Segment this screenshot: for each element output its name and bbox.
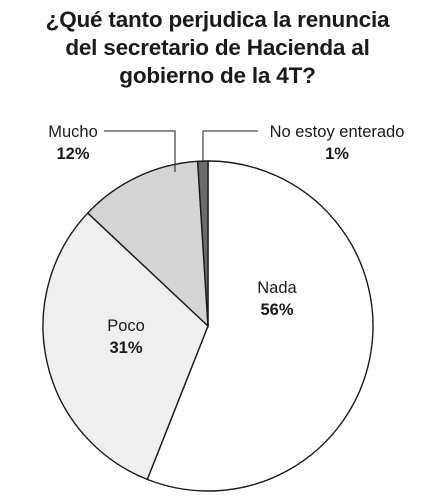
slice-value-poco: 31% xyxy=(109,339,142,357)
slice-label-mucho: Mucho xyxy=(48,123,98,141)
pie-slice-poco xyxy=(42,212,209,481)
slice-value-nada: 56% xyxy=(260,301,293,319)
pie-slice-nada xyxy=(146,160,374,492)
leader-line-mucho xyxy=(104,130,176,172)
pie-slice-mucho xyxy=(86,160,209,328)
slice-label-poco: Poco xyxy=(107,317,145,335)
slice-value-mucho: 12% xyxy=(56,145,89,163)
slice-value-no-estoy-enterado: 1% xyxy=(325,145,349,163)
slice-label-nada: Nada xyxy=(257,279,297,297)
chart-title-line: gobierno de la 4T? xyxy=(119,63,316,88)
chart-title-line: ¿Qué tanto perjudica la renuncia xyxy=(45,7,390,32)
slice-label-no-estoy-enterado: No estoy enterado xyxy=(270,123,405,141)
chart-title-line: del secretario de Hacienda al xyxy=(65,35,370,60)
leader-line-no-estoy-enterado xyxy=(202,130,258,162)
chart-title: ¿Qué tanto perjudica la renuncia del sec… xyxy=(0,6,435,90)
